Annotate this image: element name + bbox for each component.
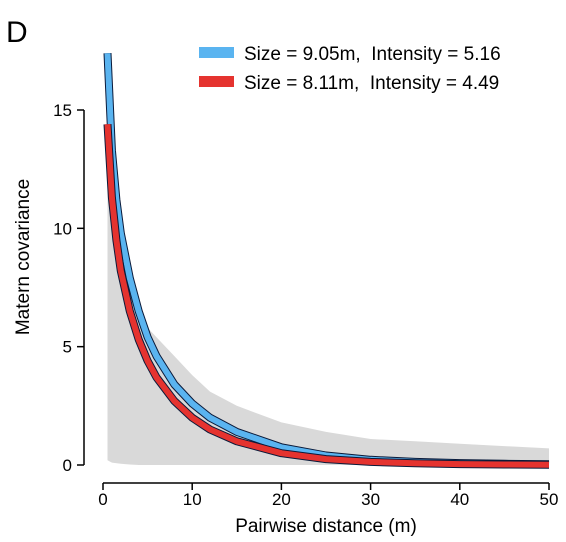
legend-label: Size = 8.11m, Intensity = 4.49: [244, 73, 499, 94]
y-tick-label: 15: [53, 101, 72, 120]
x-tick-label: 40: [450, 490, 469, 509]
confidence-envelope: [107, 53, 549, 465]
panel-label: D: [6, 16, 28, 49]
legend-swatch-blue: [199, 47, 234, 58]
x-axis-ticks: 0 10 20 30 40 50: [98, 483, 558, 509]
plot-area: [103, 53, 550, 469]
y-tick-label: 0: [63, 456, 72, 475]
x-tick-label: 50: [540, 490, 559, 509]
x-tick-label: 0: [98, 490, 107, 509]
x-tick-label: 10: [183, 490, 202, 509]
axes: 0 10 20 30 40 50 0 5 10 15: [53, 101, 558, 509]
series-line-red: [104, 124, 550, 468]
x-tick-label: 20: [272, 490, 291, 509]
x-axis-label: Pairwise distance (m): [235, 516, 417, 537]
x-tick-label: 30: [361, 490, 380, 509]
legend-swatch-red: [199, 76, 234, 87]
legend-label: Size = 9.05m, Intensity = 5.16: [244, 44, 501, 65]
y-tick-label: 5: [63, 338, 72, 357]
legend: Size = 9.05m, Intensity = 5.16 Size = 8.…: [199, 44, 501, 94]
y-tick-label: 10: [53, 219, 72, 238]
y-axis-ticks: 0 5 10 15: [53, 101, 84, 475]
series-layer: [103, 53, 550, 469]
y-axis-label: Matern covariance: [13, 179, 34, 335]
